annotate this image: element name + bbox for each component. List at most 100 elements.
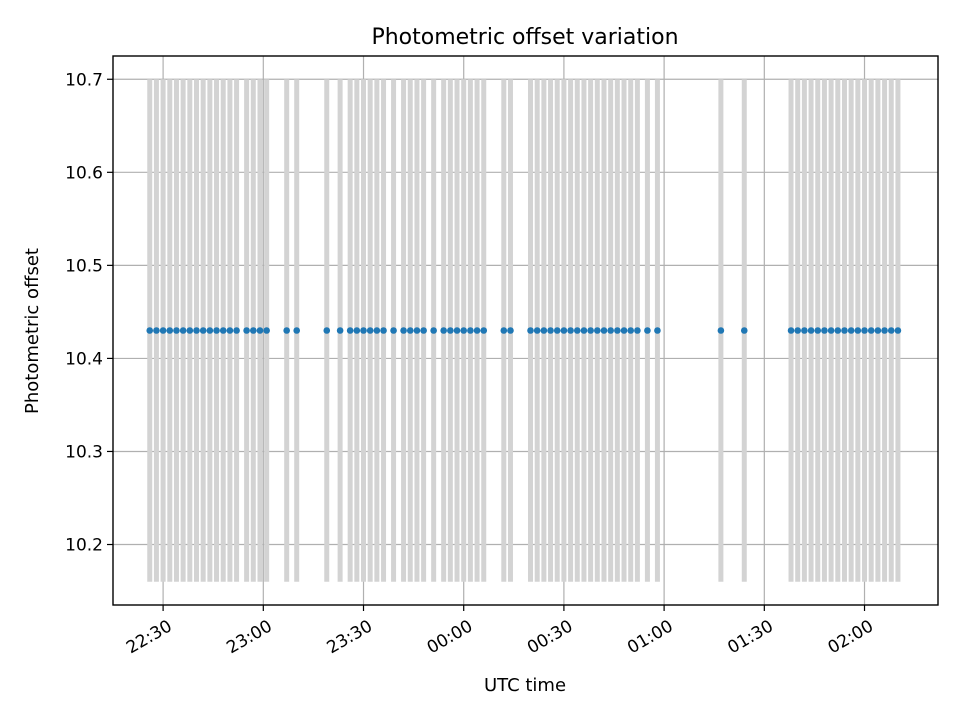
y-tick-label: 10.5 [65,256,103,276]
x-tick-label: 23:00 [223,616,275,658]
data-point [467,327,474,334]
data-point [360,327,367,334]
data-point [794,327,802,334]
data-point [894,327,902,334]
data-point [243,327,250,334]
data-point [560,327,568,334]
data-point [600,327,608,334]
data-point [173,327,180,334]
data-point [507,327,514,334]
data-point [580,327,588,334]
data-point [186,327,194,334]
data-point [500,327,508,334]
data-point [874,327,882,334]
data-point [336,327,344,334]
data-point [420,327,427,334]
data-point [787,327,795,334]
data-point [179,327,187,334]
x-tick-label: 01:30 [724,616,776,658]
x-tick-label: 01:00 [624,616,676,658]
data-point [293,327,301,334]
data-point [607,327,614,334]
x-tick-label: 00:00 [424,616,476,658]
data-point [390,327,397,334]
data-point [233,327,240,334]
data-point [654,327,661,334]
data-point [256,327,264,334]
data-point [573,327,581,334]
y-tick-label: 10.4 [65,349,103,369]
data-point [553,327,561,334]
data-point [283,327,290,334]
data-point [834,327,842,334]
data-point [159,327,167,334]
data-point [887,327,895,334]
x-tick-label: 23:30 [324,616,376,658]
data-point [353,327,361,334]
data-point [219,327,227,334]
data-point [373,327,381,334]
data-point [366,327,374,334]
data-point [430,327,437,334]
data-point [460,327,468,334]
data-point [263,327,270,334]
data-point [206,327,214,334]
plot-frame [112,55,939,606]
y-tick-label: 10.6 [65,163,103,183]
data-point [587,327,594,334]
data-point [841,327,848,334]
data-point [199,327,207,334]
data-point [193,327,200,334]
data-point [634,327,641,334]
data-point [801,327,808,334]
y-tick-label: 10.2 [65,536,103,556]
data-point [346,327,354,334]
data-point [807,327,815,334]
data-point [406,327,414,334]
data-point [153,327,160,334]
data-point [620,327,628,334]
y-axis-label: Photometric offset [22,248,43,414]
x-tick-label: 22:30 [123,616,175,658]
data-point [440,327,447,334]
data-point [821,327,828,334]
data-point [480,327,488,334]
data-point [827,327,835,334]
data-point [323,327,331,334]
data-point [380,327,387,334]
data-point [166,327,174,334]
y-axis-ticks: 10.2 10.3 10.4 10.5 10.6 10.7 [65,70,113,556]
x-tick-label: 02:00 [825,616,877,658]
data-point [847,327,855,334]
data-point [533,327,541,334]
data-point [400,327,407,334]
data-point [717,327,725,334]
data-point [447,327,454,334]
data-point [854,327,862,334]
data-point [614,327,621,334]
data-point [473,327,481,334]
data-point [814,327,822,334]
data-point [249,327,257,334]
data-point [453,327,461,334]
data-point [740,327,748,334]
data-points [146,327,902,334]
y-tick-label: 10.7 [65,70,103,90]
data-point [627,327,635,334]
y-tick-label: 10.3 [65,442,103,462]
data-point [547,327,554,334]
data-point [861,327,868,334]
data-point [413,327,421,334]
data-point [226,327,234,334]
chart-title: Photometric offset variation [371,25,678,50]
x-tick-label: 00:30 [524,616,576,658]
data-point [594,327,601,334]
data-point [881,327,888,334]
data-point [567,327,574,334]
data-point [213,327,220,334]
data-point [867,327,875,334]
x-axis-ticks: 22:30 23:00 23:30 00:00 00:30 01:00 01:30 02:00 [123,605,877,658]
x-axis-label: UTC time [484,675,566,696]
data-point [540,327,548,334]
data-point [146,327,154,334]
